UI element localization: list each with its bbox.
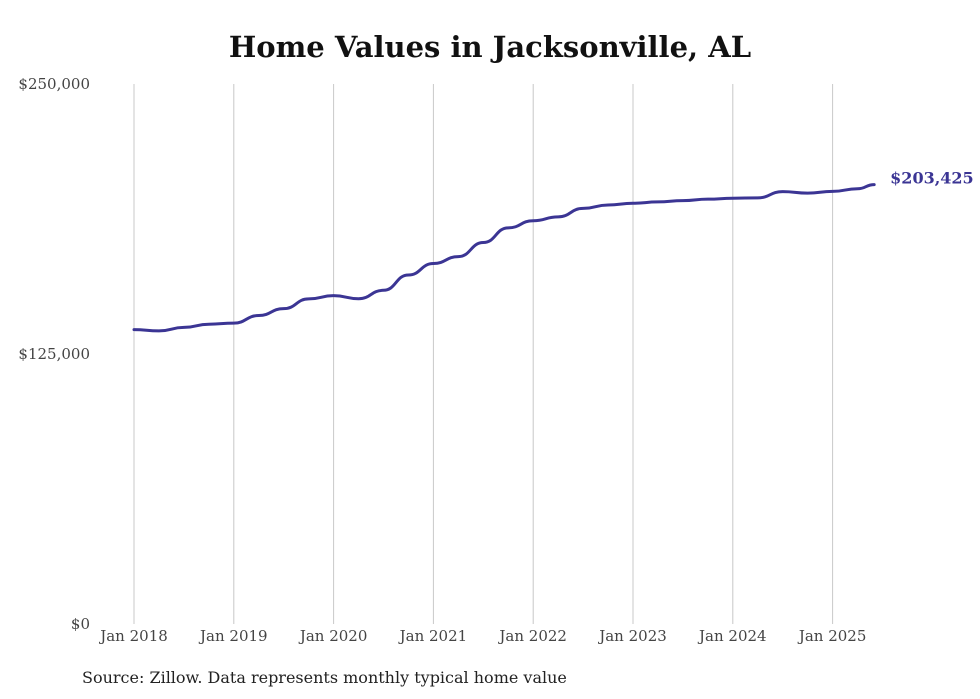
x-tick-label: Jan 2024 (697, 627, 767, 645)
y-tick-label: $250,000 (18, 75, 90, 93)
x-tick-label: Jan 2022 (497, 627, 567, 645)
x-tick-label: Jan 2019 (198, 627, 268, 645)
chart-title: Home Values in Jacksonville, AL (228, 30, 752, 64)
end-value-label: $203,425 (890, 169, 974, 188)
source-note: Source: Zillow. Data represents monthly … (82, 668, 567, 687)
x-tick-label: Jan 2025 (797, 627, 867, 645)
y-tick-label: $0 (71, 615, 90, 633)
x-tick-label: Jan 2023 (597, 627, 667, 645)
x-tick-label: Jan 2020 (298, 627, 368, 645)
series-line (132, 183, 876, 333)
y-tick-label: $125,000 (18, 345, 90, 363)
x-tick-label: Jan 2018 (98, 627, 168, 645)
x-tick-label: Jan 2021 (398, 627, 468, 645)
